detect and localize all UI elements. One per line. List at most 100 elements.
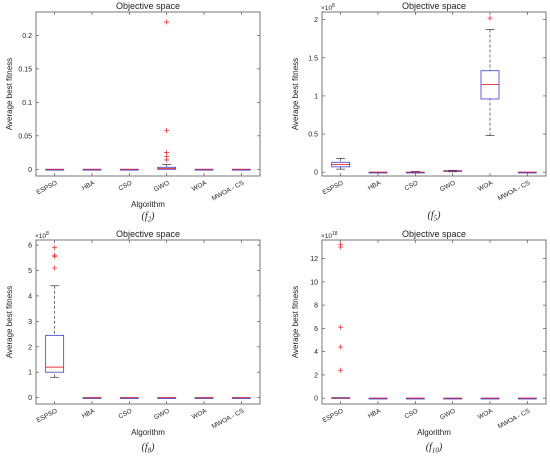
x-tick-label: CSO	[404, 180, 420, 193]
box-MWOA-CS	[517, 171, 537, 174]
y-tick-label: 2	[314, 17, 318, 24]
outlier-marker	[52, 245, 58, 251]
caption-subscript: 5	[434, 215, 438, 223]
box-CSO	[119, 397, 139, 399]
box-ESPSO	[45, 245, 65, 378]
box-HBA	[368, 397, 388, 400]
x-tick-label: GWO	[153, 180, 171, 194]
y-tick-label: 0	[314, 396, 318, 403]
chart-title: Objective space	[116, 229, 180, 239]
axis-exponent-power: 8	[332, 3, 335, 9]
y-tick-label: 6	[28, 243, 32, 250]
subfigure-caption: (f10)	[426, 442, 443, 455]
y-axis-label: Average best fitness	[291, 286, 300, 358]
x-tick-label: WOA	[191, 407, 209, 421]
plot-frame	[321, 239, 547, 405]
outlier-marker	[164, 150, 170, 156]
box-WOA	[480, 15, 500, 136]
outlier-marker	[487, 15, 493, 21]
box-MWOA-CS	[517, 397, 537, 400]
box-CSO	[405, 397, 425, 400]
caption-subscript: 2	[148, 216, 152, 224]
x-tick-label: HBA	[367, 407, 383, 420]
y-axis-label: Average best fitness	[291, 58, 300, 130]
x-tick-label: WOA	[191, 179, 209, 193]
y-axis-label: Average best fitness	[5, 286, 14, 358]
outlier-marker	[338, 242, 344, 248]
box-HBA	[82, 397, 102, 399]
box-WOA	[194, 397, 214, 399]
box-MWOA-CS	[231, 168, 251, 171]
outlier-marker	[52, 265, 58, 271]
x-tick-label: HBA	[367, 179, 383, 192]
x-tick-label: MWOA - CS	[211, 179, 246, 202]
y-tick-label: 4	[314, 349, 318, 356]
caption-subscript: 8	[148, 447, 152, 455]
x-tick-label: WOA	[477, 179, 495, 193]
outlier-marker	[164, 127, 170, 133]
x-tick-label: ESPSO	[322, 408, 345, 425]
caption-subscript: 10	[432, 447, 440, 455]
x-axis-label: Algorithm	[131, 200, 165, 209]
box-GWO	[443, 397, 463, 400]
y-tick-label: 10	[310, 279, 318, 286]
box-ESPSO	[331, 242, 351, 399]
y-tick-label: 3	[28, 319, 32, 326]
box-GWO	[157, 397, 177, 399]
y-tick-label: 1.5	[308, 55, 318, 62]
x-tick-label: GWO	[439, 180, 457, 194]
chart-panel-2: Objective space ×108 0 0.5 1 1.5 2 Average best…	[291, 1, 547, 223]
y-tick-label: 0.1	[22, 100, 32, 107]
box-WOA	[194, 168, 214, 171]
y-tick-label: 0	[28, 167, 32, 174]
caption-close: )	[150, 211, 155, 222]
y-tick-label: 0.15	[18, 66, 32, 73]
box-iqr	[45, 334, 65, 373]
axis-exponent-power: 18	[332, 231, 338, 237]
x-tick-label: GWO	[153, 408, 171, 422]
outlier-marker	[52, 252, 58, 258]
chart-title: Objective space	[116, 1, 180, 11]
box-GWO	[157, 19, 177, 170]
x-tick-label: CSO	[118, 408, 134, 421]
axis-exponent: ×108	[321, 3, 335, 12]
plot-frame	[35, 11, 261, 177]
box-ESPSO	[331, 158, 351, 170]
outlier-marker	[338, 324, 344, 330]
x-tick-label: MWOA - CS	[211, 407, 246, 430]
y-tick-label: 2	[28, 344, 32, 351]
box-WOA	[480, 397, 500, 400]
y-tick-label: 1	[314, 93, 318, 100]
y-tick-label: 0	[28, 395, 32, 402]
x-axis-label: Algorithm	[417, 428, 451, 437]
axis-exponent-power: 8	[46, 231, 49, 237]
box-MWOA-CS	[231, 397, 251, 399]
subfigure-caption: (f8)	[142, 442, 156, 455]
chart-panel-3: Objective space ×108 0 1 2 3 4 5 6 Average best f…	[5, 229, 261, 455]
outlier-marker	[338, 367, 344, 373]
box-HBA	[82, 168, 102, 171]
x-tick-label: ESPSO	[322, 180, 345, 197]
x-tick-label: MWOA - CS	[497, 179, 532, 202]
y-tick-label: 0.2	[22, 33, 32, 40]
caption-close: )	[150, 442, 155, 453]
box-CSO	[119, 168, 139, 171]
chart-title: Objective space	[402, 229, 466, 239]
x-tick-label: HBA	[81, 407, 97, 420]
x-tick-label: WOA	[477, 407, 495, 421]
box-CSO	[405, 171, 425, 174]
y-tick-label: 5	[28, 268, 32, 275]
y-tick-label: 1	[28, 370, 32, 377]
x-axis-label: Algorithm	[131, 428, 165, 437]
outlier-marker	[164, 19, 170, 25]
x-tick-label: GWO	[439, 408, 457, 422]
x-tick-label: CSO	[118, 180, 134, 193]
chart-panel-4: Objective space ×1018 0 2 4 6 8 10 12 Average bes…	[291, 229, 547, 455]
y-tick-label: 6	[314, 326, 318, 333]
x-tick-label: HBA	[81, 179, 97, 192]
x-tick-label: CSO	[404, 408, 420, 421]
plot-frame	[321, 11, 547, 177]
y-tick-label: 0.05	[18, 133, 32, 140]
x-tick-label: ESPSO	[36, 180, 59, 197]
